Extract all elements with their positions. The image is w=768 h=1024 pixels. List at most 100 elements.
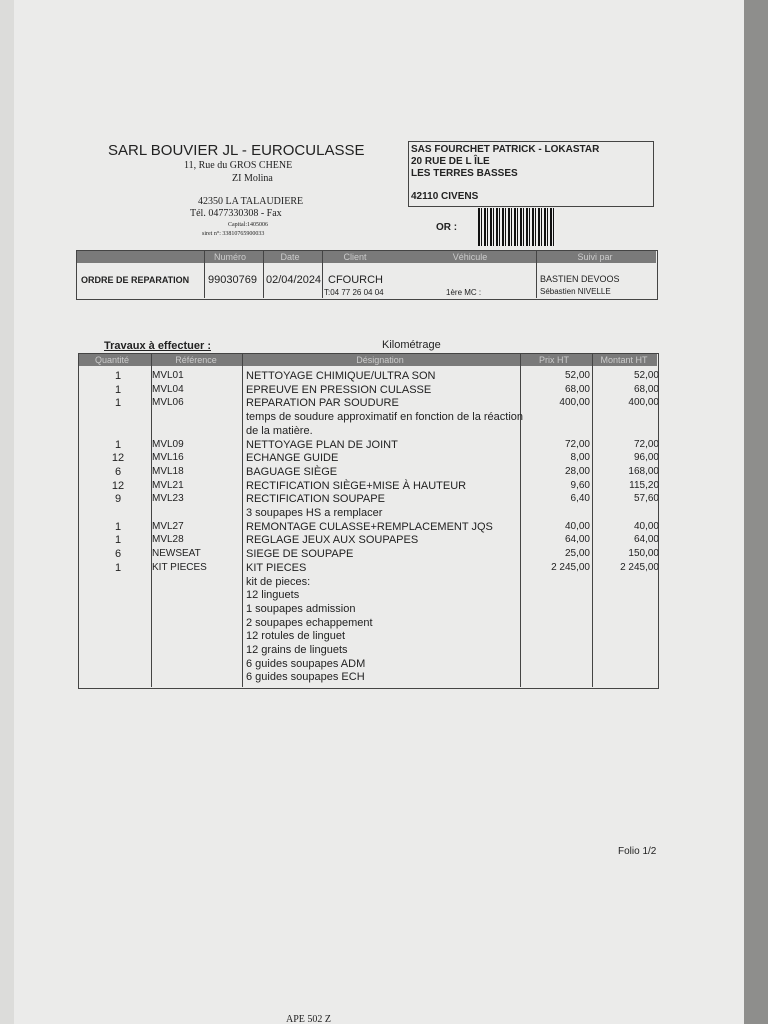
paper [14,0,744,1024]
sender-line: ZI Molina [232,173,273,184]
amount: 68,00 [633,383,659,395]
price: 6,40 [570,493,590,505]
column-line [151,354,152,687]
designation: SIEGE DE SOUPAPE [246,548,354,561]
designation: 1 soupapes admission [246,602,356,615]
designation: kit de pieces: [246,575,311,588]
mileage: Kilométrage [382,339,441,351]
quantity: 1 [114,561,122,574]
designation: 12 linguets [246,589,300,602]
works-header: Désignation [356,355,404,365]
designation: REGLAGE JEUX AUX SOUPAPES [246,534,419,547]
recipient-line: LES TERRES BASSES [411,168,518,179]
quantity: 9 [114,493,122,506]
designation: RECTIFICATION SIÈGE+MISE À HAUTEUR [246,479,467,492]
reference: MVL09 [152,438,184,450]
designation: temps de soudure approximatif en fonctio… [246,411,523,424]
quantity: 1 [114,397,122,410]
designation: REMONTAGE CULASSE+REMPLACEMENT JQS [246,520,493,533]
column-line [242,354,243,687]
works-table [78,353,659,689]
amount: 150,00 [628,548,659,560]
order-header-band [77,251,656,263]
works-header: Référence [175,355,217,365]
order-number: 99030769 [208,274,257,286]
sender-name: SARL BOUVIER JL - EUROCULASSE [108,142,365,159]
quantity: 12 [111,452,125,465]
quantity: 12 [111,479,125,492]
quantity: 1 [114,534,122,547]
order-phone: T:04 77 26 04 04 [324,288,384,297]
price: 64,00 [564,534,590,546]
amount: 52,00 [633,370,659,381]
ape: APE 502 Z [286,1014,331,1024]
price: 400,00 [559,397,590,409]
amount: 64,00 [633,534,659,546]
quantity: 1 [114,520,122,533]
price: 8,00 [570,452,590,464]
amount: 96,00 [633,452,659,464]
reference: MVL16 [152,452,184,464]
designation: KIT PIECES [246,561,307,574]
price: 25,00 [564,548,590,560]
column-line [520,354,521,687]
price: 68,00 [564,383,590,395]
order-date: 02/04/2024 [266,274,322,286]
designation: BAGUAGE SIÈGE [246,465,338,478]
reference: MVL01 [152,370,184,381]
order-vehicle: 1ère MC : [446,288,482,297]
designation: REPARATION PAR SOUDURE [246,397,399,410]
designation: ECHANGE GUIDE [246,452,339,465]
works-header: Quantité [94,355,130,365]
order-header: Suivi par [577,252,613,262]
recipient-line: 42110 CIVENS [411,191,479,202]
reference: MVL06 [152,397,184,409]
designation: 12 rotules de linguet [246,630,346,643]
designation: EPREUVE EN PRESSION CULASSE [246,383,432,396]
designation: 3 soupapes HS a remplacer [246,507,383,519]
reference: NEWSEAT [152,548,201,560]
amount: 57,60 [633,493,659,505]
order-box [76,250,658,300]
divider [322,251,323,298]
works-header: Prix HT [539,355,569,365]
price: 2 245,00 [551,561,590,573]
sender-line: siret n°: 33810765900033 [202,231,265,237]
works-header: Montant HT [600,355,648,365]
designation: 6 guides soupapes ECH [246,671,365,684]
sender-line: Capital:1405006 [228,222,268,228]
order-followed: BASTIEN DEVOOS [540,274,620,284]
recipient-line: 20 RUE DE L ÎLE [411,156,490,167]
quantity: 1 [114,438,122,451]
price: 9,60 [570,479,590,491]
barcode [478,208,556,246]
reference: MVL28 [152,534,184,546]
order-header: Date [280,252,300,262]
reference: MVL23 [152,493,184,505]
price: 40,00 [564,520,590,532]
amount: 40,00 [633,520,659,532]
designation: NETTOYAGE CHIMIQUE/ULTRA SON [246,370,436,382]
sender-line: 42350 LA TALAUDIERE [198,196,304,207]
designation: de la matière. [246,424,313,437]
order-followed: Sébastien NIVELLE [540,287,611,296]
order-header: Numéro [213,252,247,262]
order-header: Client [343,252,367,262]
works-header-band [79,354,657,366]
reference: MVL27 [152,520,184,532]
divider [536,251,537,298]
folio: Folio 1/2 [618,846,657,857]
amount: 72,00 [633,438,659,450]
designation: NETTOYAGE PLAN DE JOINT [246,438,398,451]
designation: 6 guides soupapes ADM [246,657,366,670]
reference: MVL18 [152,465,184,477]
column-line [592,354,593,687]
order-title: ORDRE DE REPARATION [81,275,190,285]
designation: 2 soupapes echappement [246,616,373,629]
designation: RECTIFICATION SOUPAPE [246,493,385,506]
reference: KIT PIECES [152,561,207,573]
reference: MVL04 [152,383,184,395]
sender-line: 11, Rue du GROS CHENE [184,160,293,171]
amount: 400,00 [628,397,659,409]
